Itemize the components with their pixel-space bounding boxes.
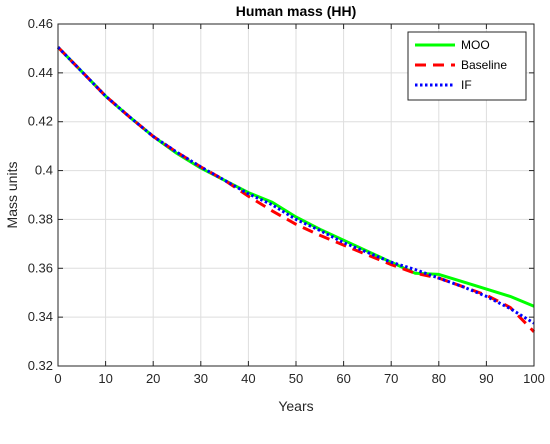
- y-tick-label: 0.44: [28, 65, 53, 80]
- y-tick-label: 0.34: [28, 309, 53, 324]
- y-tick-label: 0.46: [28, 16, 53, 31]
- axis-ticks: 0 10 20 30 40 50 60 70 80 90 100 0.32 0.34 0.36 0.38 0.…: [28, 16, 545, 386]
- x-tick-label: 0: [54, 371, 61, 386]
- legend: MOO Baseline IF: [407, 31, 527, 101]
- x-tick-label: 90: [479, 371, 493, 386]
- x-tick-label: 20: [146, 371, 160, 386]
- y-tick-label: 0.32: [28, 358, 53, 373]
- x-tick-label: 10: [98, 371, 112, 386]
- x-axis-label: Years: [278, 398, 313, 414]
- y-tick-label: 0.4: [35, 163, 53, 178]
- series-line-if: [56, 46, 535, 325]
- legend-box: [407, 31, 527, 101]
- x-tick-label: 100: [523, 371, 545, 386]
- x-tick-label: 80: [432, 371, 446, 386]
- x-tick-label: 60: [336, 371, 350, 386]
- x-tick-label: 70: [384, 371, 398, 386]
- legend-label-baseline: Baseline: [461, 58, 507, 72]
- legend-label-moo: MOO: [461, 38, 490, 52]
- x-tick-label: 50: [289, 371, 303, 386]
- x-tick-label: 40: [241, 371, 255, 386]
- chart-title: Human mass (HH): [236, 3, 357, 19]
- y-tick-label: 0.38: [28, 211, 53, 226]
- data-series: [56, 46, 536, 333]
- y-axis-label: Mass units: [4, 162, 20, 229]
- x-tick-label: 30: [194, 371, 208, 386]
- y-tick-label: 0.36: [28, 260, 53, 275]
- y-tick-label: 0.42: [28, 114, 53, 129]
- legend-label-if: IF: [461, 78, 472, 92]
